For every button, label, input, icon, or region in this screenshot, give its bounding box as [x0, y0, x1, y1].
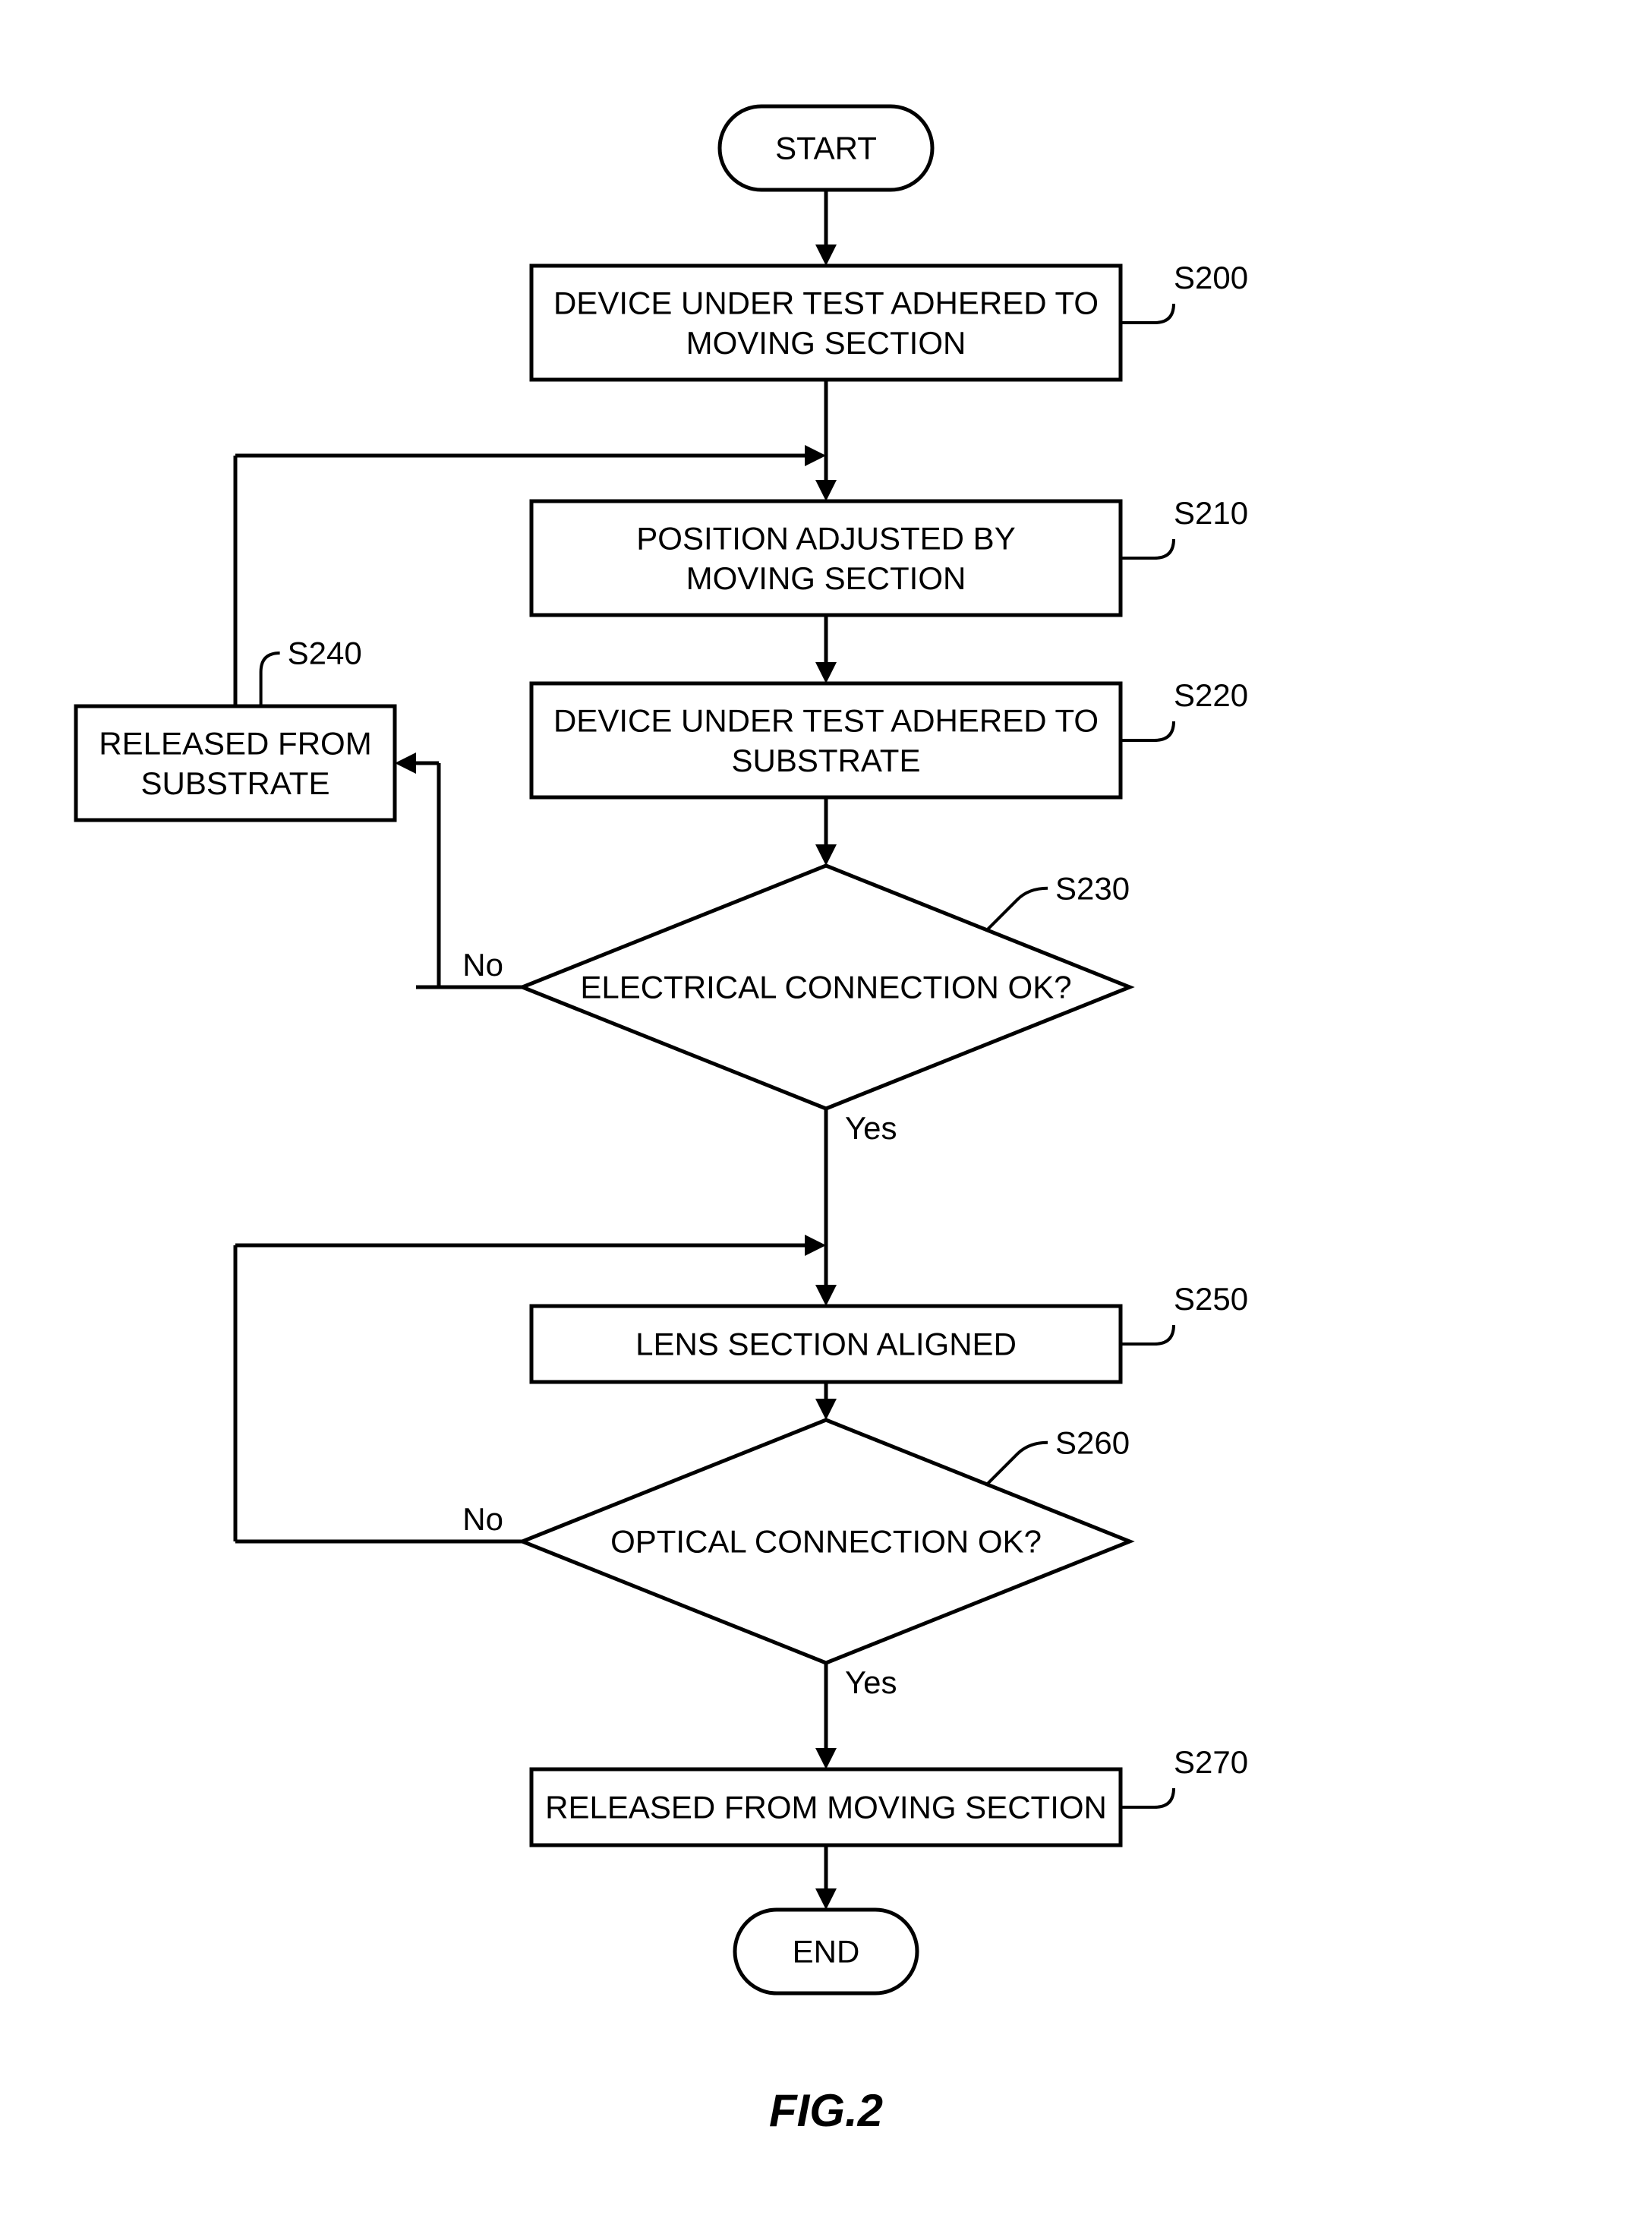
label-hook: [1121, 1788, 1174, 1807]
start-label: START: [775, 131, 877, 166]
process-s200: [531, 266, 1121, 380]
label-hook: [261, 653, 280, 706]
no-label-s260: No: [462, 1501, 503, 1537]
arrowhead: [815, 1399, 837, 1420]
decision-s230-text: ELECTRICAL CONNECTION OK?: [580, 970, 1071, 1005]
process-s210: [531, 501, 1121, 615]
label-hook: [987, 888, 1048, 930]
process-s240-text: SUBSTRATE: [141, 765, 330, 801]
step-label-s260: S260: [1055, 1425, 1130, 1460]
process-s270-text: RELEASED FROM MOVING SECTION: [545, 1790, 1107, 1825]
no-label-s230: No: [462, 947, 503, 983]
process-s220-text: SUBSTRATE: [732, 743, 921, 778]
process-s210-text: POSITION ADJUSTED BY: [636, 520, 1015, 556]
step-label-s200: S200: [1174, 260, 1248, 295]
arrowhead: [815, 245, 837, 266]
figure-label: FIG.2: [769, 2085, 883, 2136]
arrowhead: [805, 1235, 826, 1256]
yes-label-s230: Yes: [845, 1110, 897, 1146]
process-s240: [76, 706, 395, 820]
arrowhead: [815, 1888, 837, 1910]
step-label-s220: S220: [1174, 677, 1248, 713]
arrowhead: [815, 480, 837, 501]
step-label-s240: S240: [288, 636, 362, 671]
arrowhead: [815, 844, 837, 866]
process-s210-text: MOVING SECTION: [686, 560, 966, 596]
process-s200-text: DEVICE UNDER TEST ADHERED TO: [553, 285, 1099, 320]
process-s220-text: DEVICE UNDER TEST ADHERED TO: [553, 702, 1099, 738]
label-hook: [1121, 304, 1174, 323]
arrowhead: [805, 445, 826, 466]
label-hook: [1121, 1325, 1174, 1344]
step-label-s210: S210: [1174, 495, 1248, 531]
process-s220: [531, 683, 1121, 797]
step-label-s250: S250: [1174, 1281, 1248, 1317]
decision-s260-text: OPTICAL CONNECTION OK?: [610, 1524, 1042, 1560]
step-label-s230: S230: [1055, 870, 1130, 906]
process-s200-text: MOVING SECTION: [686, 325, 966, 361]
label-hook: [987, 1443, 1048, 1484]
step-label-s270: S270: [1174, 1744, 1248, 1780]
label-hook: [1121, 721, 1174, 740]
arrowhead: [815, 662, 837, 683]
arrowhead: [815, 1285, 837, 1306]
arrowhead: [395, 752, 416, 774]
yes-label-s260: Yes: [845, 1664, 897, 1700]
process-s250-text: LENS SECTION ALIGNED: [635, 1327, 1017, 1362]
end-label: END: [793, 1934, 860, 1970]
label-hook: [1121, 539, 1174, 558]
arrowhead: [815, 1748, 837, 1769]
process-s240-text: RELEASED FROM: [99, 725, 371, 761]
